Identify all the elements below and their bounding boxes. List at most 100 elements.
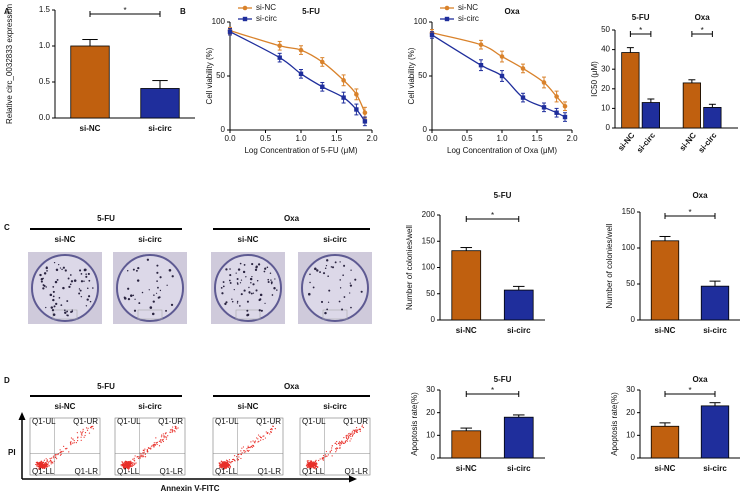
colony <box>127 287 130 290</box>
cell-event <box>226 462 228 464</box>
cell-event <box>48 461 50 463</box>
cell-event <box>233 455 236 457</box>
point <box>541 80 547 85</box>
point <box>478 63 484 68</box>
cell-event <box>306 466 309 469</box>
colony <box>50 306 54 309</box>
cell-event <box>308 462 310 464</box>
colony <box>64 269 67 272</box>
cell-event <box>143 456 145 458</box>
cell-event <box>330 449 333 451</box>
colony <box>339 287 342 289</box>
bar <box>682 82 701 129</box>
colony <box>156 271 159 274</box>
cell-event <box>345 436 347 438</box>
image-label: si-circ <box>138 402 162 411</box>
colony <box>239 282 242 284</box>
point <box>277 43 283 49</box>
colony <box>343 296 346 298</box>
colony <box>251 262 254 266</box>
cell-event <box>82 428 84 430</box>
y-axis-label: IC50 (μM) <box>590 61 599 97</box>
cell-event <box>329 451 331 453</box>
colony <box>168 269 172 272</box>
colony <box>66 300 69 303</box>
colony <box>141 291 144 294</box>
cell-event <box>36 465 38 467</box>
cell-event <box>354 430 356 432</box>
colony <box>85 273 87 275</box>
cell-event <box>340 442 342 444</box>
bar <box>703 107 722 129</box>
cell-event <box>81 432 83 434</box>
cell-event <box>127 462 130 464</box>
legend-label: si-NC <box>458 3 478 12</box>
colony <box>258 309 261 312</box>
x-tick-label: 0.0 <box>224 134 236 143</box>
cell-event <box>46 459 49 461</box>
quadrant-label: Q1-LR <box>74 467 98 476</box>
colony <box>157 286 159 289</box>
cell-event <box>358 428 360 430</box>
panel-label: C <box>4 223 10 232</box>
cell-event <box>122 467 125 469</box>
legend-marker <box>444 16 450 22</box>
cell-event <box>49 457 51 460</box>
colony <box>309 273 311 276</box>
colony <box>92 287 94 289</box>
x-tick-label: si-circ <box>703 464 727 473</box>
colony <box>269 272 272 275</box>
colony <box>307 292 311 296</box>
cell-event <box>87 427 89 429</box>
colony <box>53 262 56 264</box>
colony <box>270 281 273 284</box>
point <box>562 114 568 120</box>
cell-event <box>257 438 259 440</box>
cell-event <box>315 459 317 461</box>
cell-event <box>223 464 225 466</box>
significance-label: * <box>639 26 642 35</box>
cell-event <box>258 440 260 442</box>
chart-title: 5-FU <box>494 191 512 200</box>
colony <box>63 309 66 312</box>
colony <box>255 265 258 268</box>
cell-event <box>219 462 221 464</box>
point <box>227 29 233 34</box>
cell-event <box>349 440 351 442</box>
colony <box>330 266 333 268</box>
cell-event <box>142 449 145 452</box>
cell-event <box>343 437 345 439</box>
bar <box>650 240 680 321</box>
cell-event <box>346 437 348 440</box>
colony <box>148 289 150 291</box>
cell-event <box>339 442 341 444</box>
colony <box>252 292 255 294</box>
cell-event <box>274 428 276 430</box>
cell-event <box>57 453 59 456</box>
colony <box>250 292 253 295</box>
colony <box>254 268 258 272</box>
cell-event <box>150 448 152 450</box>
cell-event <box>345 439 347 442</box>
cell-event <box>121 464 123 466</box>
y-tick-label: 50 <box>601 25 610 34</box>
cell-event <box>341 440 343 442</box>
cell-event <box>147 447 150 449</box>
cell-event <box>339 446 341 449</box>
colony <box>229 274 232 277</box>
cell-event <box>73 442 75 444</box>
colony <box>246 309 249 312</box>
cell-event <box>39 467 41 469</box>
y-tick-label: 50 <box>418 71 427 80</box>
cell-event <box>49 459 52 461</box>
y-tick-label: 20 <box>601 84 610 93</box>
colony <box>152 300 155 303</box>
cell-event <box>152 445 154 447</box>
cell-event <box>310 463 312 466</box>
cell-event <box>40 466 42 469</box>
cell-event <box>246 450 248 452</box>
cell-event <box>342 441 344 443</box>
cell-event <box>132 458 134 460</box>
quadrant-label: Q1-LR <box>344 467 368 476</box>
